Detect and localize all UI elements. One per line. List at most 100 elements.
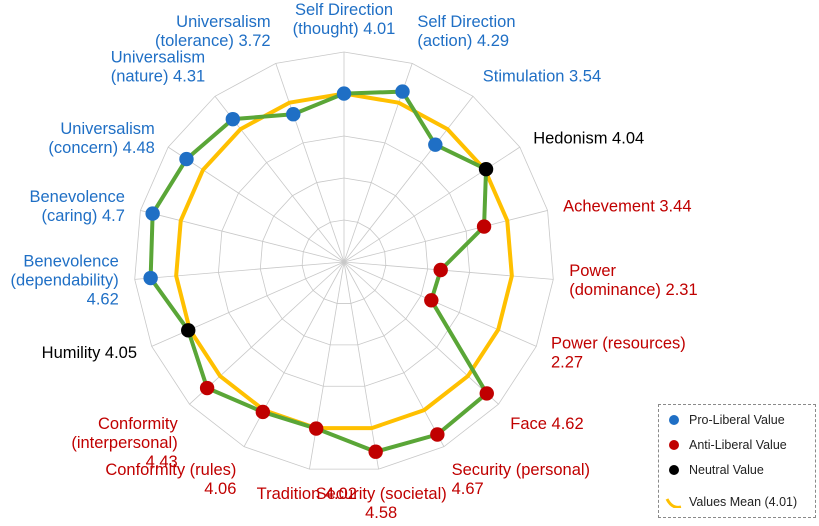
axis-spoke-13 (151, 261, 345, 347)
legend-marker-mean (665, 498, 682, 508)
axis-label-4: Achevement 3.44 (563, 198, 691, 216)
axis-label-8-line-0: Security (personal) (452, 461, 590, 479)
data-point-2 (428, 137, 443, 152)
axis-label-15: Benevolence (caring) 4.7 (29, 188, 124, 225)
axis-label-12-line-1: (interpersonal) (71, 434, 177, 452)
axis-spoke-4 (343, 210, 548, 263)
axis-label-1-line-1: (action) 4.29 (417, 32, 509, 50)
axis-label-5-line-1: (dominance) 2.31 (569, 281, 697, 299)
grid-ring-1 (301, 219, 387, 304)
values-line (148, 89, 489, 454)
axis-spoke-7 (343, 261, 499, 405)
data-point-11 (255, 404, 271, 420)
data-point-0 (336, 86, 352, 101)
axis-label-10-line-0: Tradition 4.02 (257, 485, 357, 503)
axis-spoke-16 (167, 146, 345, 263)
data-point-16 (179, 151, 194, 167)
data-point-7 (479, 386, 494, 401)
legend-label-mean: Values Mean (4.01) (689, 495, 798, 509)
axis-label-6: Power (resources) 2.27 (551, 334, 686, 371)
axis-label-14-line-0: Benevolence (23, 253, 118, 271)
axis-spoke-6 (343, 261, 537, 347)
axis-label-9: Security (societal) 4.58 (316, 485, 447, 522)
axis-label-12-line-0: Conformity (98, 415, 179, 433)
axis-spoke-9 (343, 261, 379, 470)
axis-spoke-2 (343, 96, 474, 263)
axis-label-7: Face 4.62 (510, 415, 583, 433)
radar-series (143, 84, 514, 459)
axis-label-1: Self Direction (action) 4.29 (417, 13, 515, 50)
data-point-8 (430, 427, 445, 442)
axis-label-18-line-1: (tolerance) 3.72 (155, 32, 271, 50)
axis-label-11: Conformity (rules) 4.06 (105, 461, 236, 498)
axis-label-13: Humility 4.05 (42, 344, 137, 362)
axis-label-5-line-0: Power (569, 262, 616, 280)
axis-spoke-12 (189, 261, 345, 405)
data-point-10 (309, 421, 324, 436)
axis-label-18-line-0: Universalism (176, 13, 270, 31)
axis-label-17-line-0: Universalism (111, 49, 205, 67)
axis-spoke-8 (343, 261, 445, 447)
axis-label-6-line-1: 2.27 (551, 353, 583, 371)
axis-label-0: Self Direction (thought) 4.01 (293, 1, 396, 38)
axis-spoke-18 (275, 63, 345, 263)
legend-label-anti: Anti-Liberal Value (689, 438, 787, 452)
data-point-12 (199, 380, 215, 396)
axis-label-17-line-1: (nature) 4.31 (111, 68, 205, 86)
legend-item-mean: Values Mean (4.01) (665, 495, 797, 509)
data-point-6 (424, 293, 439, 308)
axis-label-3-line-0: Hedonism 4.04 (533, 129, 644, 147)
axis-label-4-line-0: Achevement 3.44 (563, 198, 691, 216)
data-point-3 (478, 161, 494, 177)
axis-label-15-line-0: Benevolence (29, 188, 124, 206)
axis-spoke-5 (343, 261, 554, 280)
legend-label-pro: Pro-Liberal Value (689, 413, 785, 427)
grid-ring-5 (134, 51, 554, 470)
legend-item-neutral: Neutral Value (669, 463, 764, 477)
data-point-17 (225, 111, 241, 127)
axis-label-10: Tradition 4.02 (257, 485, 357, 503)
axis-label-2: Stimulation 3.54 (483, 68, 601, 86)
grid-ring-3 (218, 135, 470, 387)
axis-label-9-line-0: Security (societal) (316, 485, 447, 503)
axis-label-7-line-0: Face 4.62 (510, 415, 583, 433)
mean-line (174, 91, 514, 431)
axis-label-11-line-1: 4.06 (204, 480, 236, 498)
legend-item-pro: Pro-Liberal Value (669, 413, 785, 427)
axis-label-11-line-0: Conformity (rules) (105, 461, 236, 479)
axis-label-12: Conformity (interpersonal) 4.43 (71, 415, 178, 471)
legend-marker-anti (669, 440, 679, 450)
data-point-14 (143, 270, 158, 286)
axis-label-2-line-0: Stimulation 3.54 (483, 68, 601, 86)
data-point-4 (476, 219, 492, 234)
data-point-15 (145, 206, 160, 221)
axis-label-18: Universalism (tolerance) 3.72 (155, 13, 271, 50)
radar-grid (134, 51, 554, 470)
axis-label-9-line-1: 4.58 (365, 504, 397, 522)
axis-label-1-line-0: Self Direction (417, 13, 515, 31)
legend: Pro-Liberal Value Anti-Liberal Value Neu… (658, 404, 816, 518)
axis-label-8: Security (personal) 4.67 (452, 461, 590, 498)
data-point-18 (286, 107, 301, 122)
axis-label-12-line-2: 4.43 (146, 453, 178, 471)
axis-label-16-line-0: Universalism (60, 120, 154, 138)
axis-label-13-line-0: Humility 4.05 (42, 344, 137, 362)
axis-label-17: Universalism (nature) 4.31 (111, 49, 205, 86)
radar-labels: Self Direction (thought) 4.01 Self Directi… (11, 1, 698, 522)
legend-label-neutral: Neutral Value (689, 463, 764, 477)
axis-spoke-15 (140, 210, 345, 263)
legend-marker-neutral (669, 465, 679, 475)
axis-label-6-line-0: Power (resources) (551, 334, 686, 352)
data-point-5 (433, 262, 448, 278)
axis-spoke-3 (343, 146, 521, 263)
axis-label-14-line-2: 4.62 (87, 291, 119, 309)
axis-label-15-line-1: (caring) 4.7 (41, 207, 124, 225)
axis-label-0-line-1: (thought) 4.01 (293, 20, 396, 38)
data-point-1 (395, 84, 410, 99)
axis-label-0-line-0: Self Direction (295, 1, 393, 19)
axis-label-14: Benevolence (dependability) 4.62 (11, 253, 119, 309)
axis-label-8-line-1: 4.67 (452, 480, 484, 498)
data-point-13 (181, 323, 196, 338)
axis-label-14-line-1: (dependability) (11, 272, 119, 290)
